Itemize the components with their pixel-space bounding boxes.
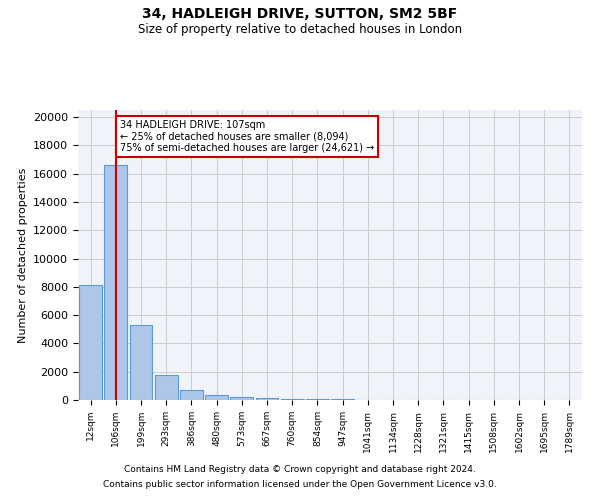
Text: Contains HM Land Registry data © Crown copyright and database right 2024.: Contains HM Land Registry data © Crown c… (124, 465, 476, 474)
Y-axis label: Number of detached properties: Number of detached properties (17, 168, 28, 342)
Bar (230, 397, 253, 400)
Bar (180, 390, 203, 400)
Text: 34 HADLEIGH DRIVE: 107sqm
← 25% of detached houses are smaller (8,094)
75% of se: 34 HADLEIGH DRIVE: 107sqm ← 25% of detac… (119, 120, 374, 153)
Bar (130, 325, 152, 400)
Bar (205, 395, 228, 400)
Bar (104, 165, 127, 400)
Bar (306, 399, 329, 400)
Bar (281, 399, 304, 400)
Bar (256, 398, 278, 400)
Text: Contains public sector information licensed under the Open Government Licence v3: Contains public sector information licen… (103, 480, 497, 489)
Text: Size of property relative to detached houses in London: Size of property relative to detached ho… (138, 22, 462, 36)
Bar (79, 286, 102, 400)
Text: 34, HADLEIGH DRIVE, SUTTON, SM2 5BF: 34, HADLEIGH DRIVE, SUTTON, SM2 5BF (142, 8, 458, 22)
Bar (155, 374, 178, 400)
